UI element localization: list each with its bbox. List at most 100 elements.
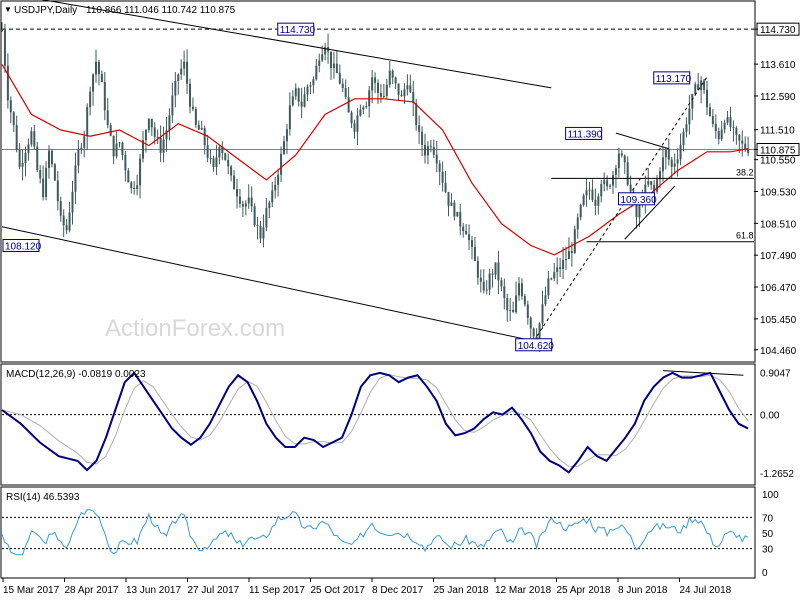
x-tick-label: 28 Apr 2017: [65, 585, 119, 596]
candle-body: [465, 230, 468, 235]
candle-body: [203, 128, 206, 146]
candle-body: [591, 189, 594, 200]
candle-body: [429, 146, 432, 148]
candle-body: [294, 88, 297, 97]
candle-body: [553, 272, 556, 279]
candle-body: [121, 142, 124, 156]
candle-body: [479, 277, 482, 282]
candle-body: [80, 147, 83, 150]
candle-body: [447, 191, 450, 206]
candle-body: [606, 180, 609, 187]
candle-body: [656, 179, 659, 192]
candle-body: [720, 129, 723, 140]
candle-body: [212, 158, 215, 167]
candle-body: [277, 174, 280, 185]
candle-body: [688, 108, 691, 125]
price-label-108.120: 108.120: [5, 242, 42, 253]
candle-body: [506, 297, 509, 311]
candle-body: [600, 184, 603, 197]
candle-body: [74, 165, 77, 192]
price-label-113.170: 113.170: [656, 74, 692, 85]
candle-body: [285, 129, 288, 142]
candle-body: [48, 150, 50, 168]
y-tick-label: 114.730: [760, 25, 796, 36]
candle-body: [441, 171, 444, 183]
candle-body: [233, 175, 236, 190]
candle-body: [544, 295, 547, 305]
candle-body: [424, 144, 426, 156]
candle-body: [653, 184, 656, 192]
candle-body: [227, 159, 230, 167]
candle-body: [556, 267, 559, 273]
candle-body: [453, 202, 456, 217]
candle-body: [95, 61, 97, 75]
candle-body: [330, 51, 332, 69]
candle-body: [541, 304, 544, 324]
candle-body: [238, 196, 241, 204]
candle-body: [691, 94, 694, 109]
y-tick-label: 106.470: [760, 283, 797, 294]
candle-body: [24, 152, 27, 164]
macd-line: [1, 371, 749, 474]
candle-body: [421, 131, 424, 145]
candle-body: [644, 184, 647, 200]
candle-body: [130, 182, 133, 188]
candle-body: [450, 202, 453, 206]
candle-body: [626, 162, 629, 185]
candle-body: [614, 168, 617, 175]
candle-body: [59, 201, 62, 216]
candle-body: [485, 289, 488, 291]
candle-body: [532, 328, 535, 337]
candle-body: [697, 84, 700, 91]
candle-body: [124, 155, 127, 171]
candle-body: [153, 127, 156, 137]
candle-body: [36, 146, 39, 171]
price-labels-layer: 114.730 108.120 104.620 111.390 113.170 109.3…: [2, 22, 692, 352]
candle-body: [394, 77, 397, 84]
candle-body: [194, 109, 197, 125]
candle-body: [241, 203, 244, 207]
macd-y-tick: 0.9047: [760, 369, 791, 380]
candle-body: [579, 205, 582, 218]
candle-body: [144, 129, 147, 141]
candle-body: [670, 159, 673, 167]
price-label-104.620: 104.620: [518, 341, 555, 352]
fib-levels-layer: 38.2 61.8: [551, 167, 754, 243]
candle-body: [471, 240, 473, 247]
candle-body: [356, 115, 359, 132]
x-tick-label: 25 Jan 2018: [434, 585, 489, 596]
trendlines-layer: [1, 0, 708, 342]
price-label-111.390: 111.390: [568, 129, 603, 140]
candle-body: [186, 61, 189, 84]
candle-body: [629, 184, 632, 192]
x-tick-label: 15 Mar 2017: [3, 585, 60, 596]
collapse-triangle-icon[interactable]: ▼: [4, 5, 12, 14]
candle-body: [538, 323, 541, 344]
candle-body: [729, 117, 732, 128]
candle-body: [462, 226, 465, 231]
candle-body: [92, 74, 95, 92]
candle-body: [726, 117, 729, 123]
x-tick-label: 27 Jul 2017: [188, 585, 240, 596]
candle-body: [515, 295, 518, 313]
rsi-y-tick: 50: [762, 529, 774, 540]
candle-body: [180, 68, 183, 75]
candle-body: [109, 125, 112, 136]
candle-body: [259, 225, 262, 239]
candle-body: [594, 199, 597, 206]
candle-body: [30, 131, 33, 145]
candle-body: [341, 83, 344, 88]
candle-body: [435, 154, 438, 164]
candle-body: [118, 142, 121, 144]
candle-body: [409, 85, 412, 92]
candle-body: [567, 251, 570, 260]
candle-body: [332, 63, 335, 69]
y-axis-layer: 114.730 113.610 112.590 111.510 110.875110.5…: [754, 22, 800, 357]
candle-body: [53, 164, 56, 181]
candle-body: [400, 94, 403, 97]
candle-body: [247, 197, 250, 204]
candle-body: [12, 112, 15, 126]
candle-body: [362, 107, 365, 110]
candle-body: [412, 91, 415, 104]
price-label-box: [653, 71, 691, 85]
